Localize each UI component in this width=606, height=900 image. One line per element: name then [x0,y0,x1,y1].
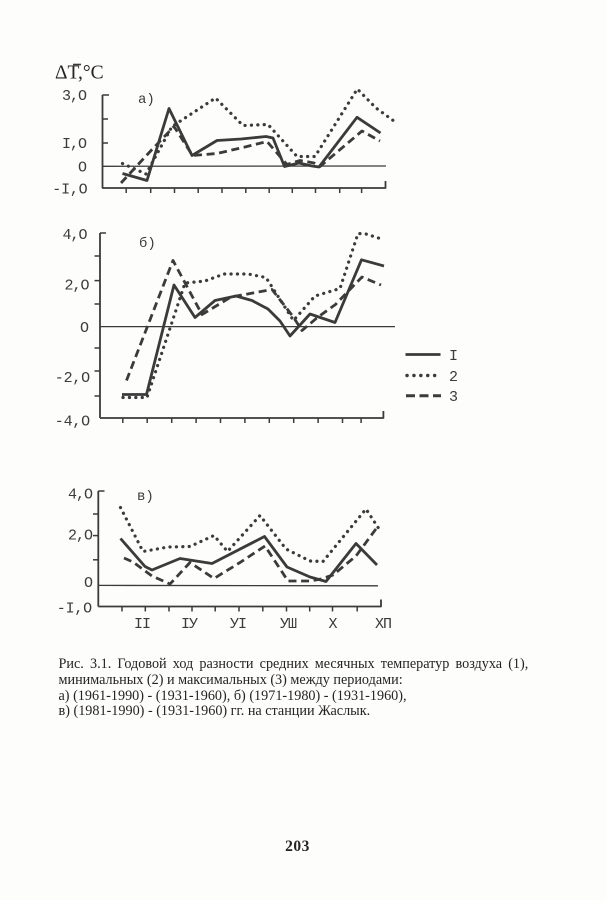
svg-text:II: II [134,616,150,633]
svg-text:3: 3 [449,389,458,406]
svg-text:-I,O: -I,O [52,182,87,199]
svg-text:Рис. 3.1. Годовой ход разности: Рис. 3.1. Годовой ход разности средних м… [59,656,529,672]
svg-text:2,O: 2,O [64,278,89,295]
svg-text:2,O: 2,O [68,528,93,545]
svg-text:УШ: УШ [280,616,297,633]
svg-text:минимальных (2) и максимальных: минимальных (2) и максимальных (3) между… [59,672,403,688]
svg-text:ΔT,°C: ΔT,°C [55,63,104,84]
svg-text:O: O [80,320,89,337]
svg-text:I,O: I,O [62,136,87,153]
svg-text:4,O: 4,O [68,487,93,504]
svg-text:а) (1961-1990) - (1931-1960),: а) (1961-1990) - (1931-1960), б) (1971-1… [59,688,407,704]
svg-text:O: O [84,575,93,592]
svg-text:-I,O: -I,O [57,601,92,618]
svg-text:X: X [328,616,337,633]
svg-text:O: O [78,160,87,177]
svg-text:-4,O: -4,O [55,414,90,431]
svg-text:-2,O: -2,O [55,370,90,387]
svg-text:2: 2 [449,369,458,386]
svg-text:б): б) [139,235,156,252]
svg-text:ХП: ХП [375,616,391,633]
svg-text:а): а) [138,92,155,108]
svg-text:в): в) [137,489,154,505]
svg-text:IУ: IУ [181,616,198,633]
svg-text:УI: УI [230,616,246,633]
svg-text:203: 203 [285,838,310,855]
svg-text:в) (1981-1990) - (1931-1960) г: в) (1981-1990) - (1931-1960) гг. на стан… [59,703,371,719]
svg-text:I: I [449,348,458,365]
svg-text:4,O: 4,O [62,227,87,244]
svg-text:3,O: 3,O [62,88,87,105]
